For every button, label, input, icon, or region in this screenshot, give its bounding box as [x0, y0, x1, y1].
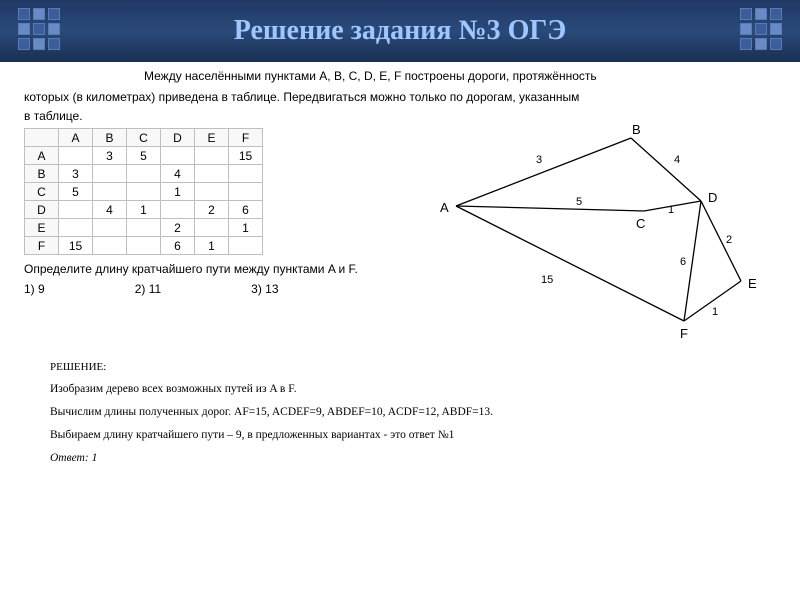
- content-area: Между населёнными пунктами A, B, C, D, E…: [0, 62, 800, 342]
- node-label: B: [632, 122, 641, 137]
- table-row: A3515: [25, 147, 263, 165]
- problem-line-2: которых (в километрах) приведена в табли…: [24, 89, 776, 106]
- table-row: F1561: [25, 237, 263, 255]
- problem-line-3: в таблице.: [24, 108, 776, 125]
- table-cell: A: [59, 129, 93, 147]
- node-label: E: [748, 276, 757, 291]
- node-label: D: [708, 190, 717, 205]
- solution-step-2: Вычислим длины полученных дорог. AF=15, …: [50, 401, 750, 424]
- edge-label: 1: [668, 204, 674, 216]
- solution-header: РЕШЕНИЕ:: [50, 356, 750, 378]
- table-cell: B: [93, 129, 127, 147]
- solution-answer: Ответ: 1: [50, 447, 750, 470]
- edge-label: 5: [576, 196, 582, 208]
- solution-step-3: Выбираем длину кратчайшего пути – 9, в п…: [50, 424, 750, 447]
- node-label: F: [680, 326, 688, 341]
- table-wrap: A B C D E F A3515 B34 C51 D4126 E21 F156…: [24, 126, 358, 296]
- edge-label: 3: [536, 154, 542, 166]
- table-row: B34: [25, 165, 263, 183]
- question-text: Определите длину кратчайшего пути между …: [24, 261, 358, 278]
- edge-label: 6: [680, 256, 686, 268]
- table-row: E21: [25, 219, 263, 237]
- table-cell: D: [161, 129, 195, 147]
- option-3: 3) 13: [251, 282, 278, 296]
- main-row: A B C D E F A3515 B34 C51 D4126 E21 F156…: [24, 126, 776, 336]
- table-row: C51: [25, 183, 263, 201]
- solution-step-1: Изобразим дерево всех возможных путей из…: [50, 378, 750, 401]
- table-row: D4126: [25, 201, 263, 219]
- table-cell: F: [229, 129, 263, 147]
- graph-diagram: 345126115ABCDEF: [436, 126, 776, 336]
- table-cell: C: [127, 129, 161, 147]
- node-label: C: [636, 216, 645, 231]
- table-row: A B C D E F: [25, 129, 263, 147]
- deco-squares-left: [18, 8, 60, 50]
- option-2: 2) 11: [135, 282, 161, 296]
- table-cell: [25, 129, 59, 147]
- answer-options: 1) 9 2) 11 3) 13: [24, 282, 358, 296]
- table-cell: E: [195, 129, 229, 147]
- deco-squares-right: [740, 8, 782, 50]
- solution-block: РЕШЕНИЕ: Изобразим дерево всех возможных…: [0, 342, 800, 470]
- distance-table: A B C D E F A3515 B34 C51 D4126 E21 F156…: [24, 128, 263, 255]
- slide-header: Решение задания №3 ОГЭ: [0, 0, 800, 62]
- edge-label: 2: [726, 234, 732, 246]
- problem-line-1: Между населёнными пунктами A, B, C, D, E…: [144, 68, 776, 85]
- option-1: 1) 9: [24, 282, 45, 296]
- edge-label: 4: [674, 154, 680, 166]
- edge-label: 15: [541, 274, 553, 286]
- node-label: A: [440, 200, 449, 215]
- edge-label: 1: [712, 306, 718, 318]
- slide-title: Решение задания №3 ОГЭ: [234, 15, 566, 47]
